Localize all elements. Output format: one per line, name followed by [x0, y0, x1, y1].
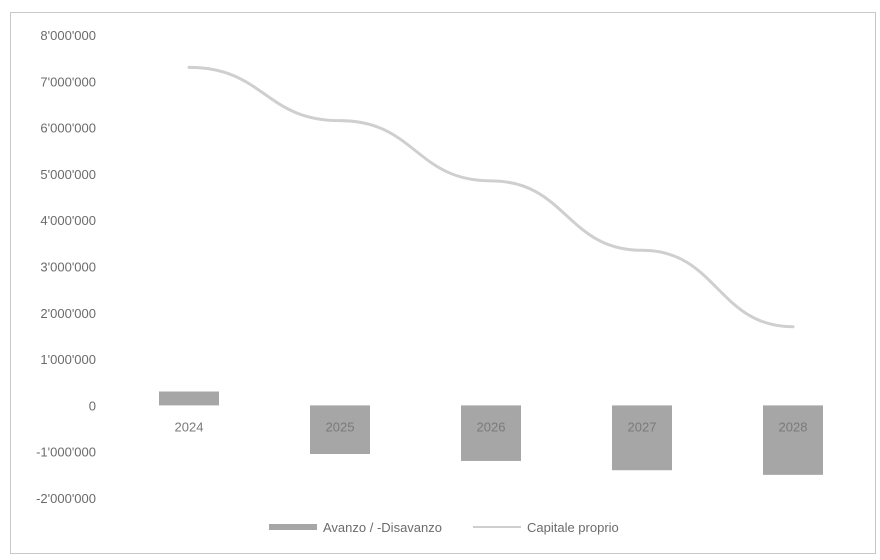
legend-label-avanzo: Avanzo / -Disavanzo	[323, 520, 442, 535]
x-tick-label: 2026	[477, 419, 506, 434]
bar-2028	[763, 405, 823, 475]
y-tick-label: 6'000'000	[40, 121, 96, 136]
y-axis-ticks: 8'000'000 7'000'000 6'000'000 5'000'000 4'00…	[36, 28, 96, 506]
y-tick-label: 5'000'000	[40, 167, 96, 182]
x-axis-labels: 2024 2025 2026 2027 2028	[175, 419, 808, 434]
x-tick-label: 2027	[628, 419, 657, 434]
line-capitale-proprio	[187, 65, 795, 329]
y-tick-label: 4'000'000	[40, 213, 96, 228]
y-tick-label: -1'000'000	[36, 445, 96, 460]
y-tick-label: 2'000'000	[40, 306, 96, 321]
y-tick-label: 0	[89, 398, 96, 413]
y-tick-label: 8'000'000	[40, 28, 96, 43]
line-series	[187, 65, 795, 329]
bar-2027	[612, 405, 672, 471]
y-tick-label: -2'000'000	[36, 491, 96, 506]
x-tick-label: 2025	[326, 419, 355, 434]
bar-series	[159, 391, 823, 475]
y-tick-label: 1'000'000	[40, 352, 96, 367]
y-tick-label: 7'000'000	[40, 74, 96, 89]
y-tick-label: 3'000'000	[40, 260, 96, 275]
legend: Avanzo / -Disavanzo Capitale proprio	[269, 520, 619, 535]
chart-svg: 8'000'000 7'000'000 6'000'000 5'000'000 4'00…	[36, 28, 823, 535]
bar-2026	[461, 405, 521, 461]
legend-label-capitale: Capitale proprio	[527, 520, 619, 535]
x-tick-label: 2028	[779, 419, 808, 434]
chart-container: 8'000'000 7'000'000 6'000'000 5'000'000 4'00…	[10, 12, 876, 554]
bar-2025	[310, 405, 370, 455]
x-tick-label: 2024	[175, 419, 204, 434]
legend-swatch-avanzo	[269, 524, 317, 530]
bar-2024	[159, 391, 219, 406]
